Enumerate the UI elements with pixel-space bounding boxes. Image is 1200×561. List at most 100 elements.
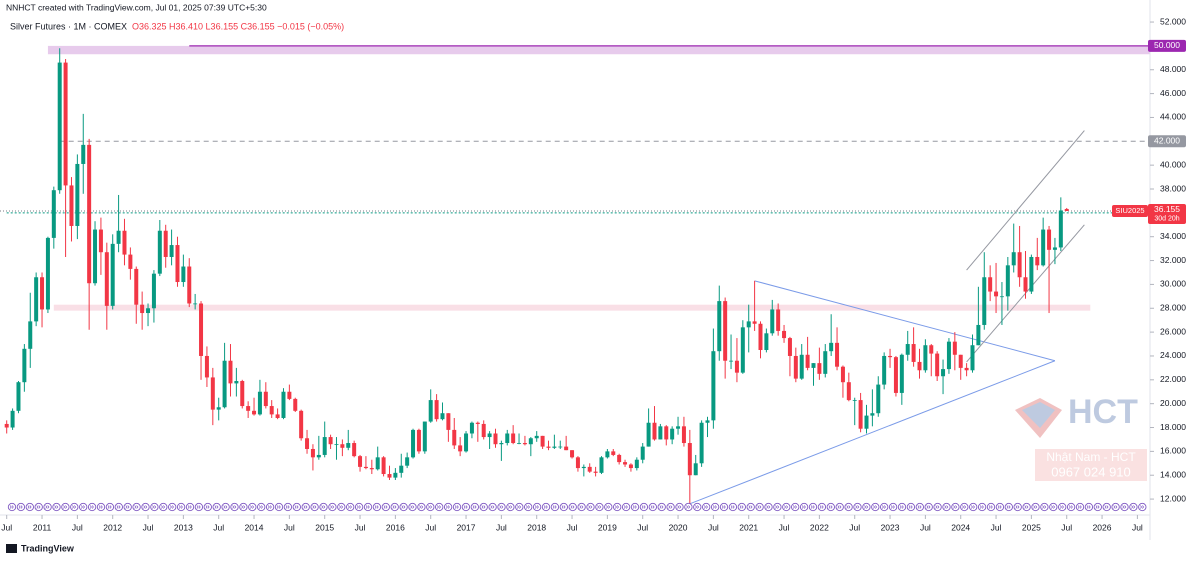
event-icon-glyph [463, 505, 468, 509]
event-icon [684, 502, 693, 512]
event-icon [212, 502, 221, 512]
event-icon [443, 502, 453, 512]
event-icon [203, 502, 212, 512]
event-icon [319, 502, 328, 512]
event-icon-glyph [517, 505, 522, 509]
y-tick-label: 28.000 [1160, 303, 1186, 313]
event-icon [799, 502, 809, 512]
x-tick-label: 2015 [315, 522, 334, 532]
event-icon [693, 502, 702, 512]
candle-body [764, 333, 769, 351]
event-icon-glyph [392, 505, 397, 509]
credit: NNHCT created with TradingView.com, Jul … [6, 2, 267, 12]
candle-body [787, 338, 792, 356]
candle-body [1041, 229, 1046, 266]
event-icon [613, 502, 622, 512]
event-icon-glyph [178, 505, 183, 509]
event-icon-glyph [570, 505, 575, 509]
candle-body [51, 190, 56, 238]
candle-body [252, 410, 257, 415]
event-icon-glyph [953, 505, 958, 509]
price-label-box [1148, 204, 1186, 225]
x-tick-label: Jul [1061, 522, 1072, 532]
candle-body [840, 366, 845, 383]
candle-body [34, 277, 39, 322]
candle-body [263, 391, 268, 407]
event-icon-glyph [926, 505, 931, 509]
candle-body [876, 384, 881, 414]
candle-body [823, 351, 828, 374]
candle-body [805, 354, 810, 368]
event-icon [1066, 502, 1076, 512]
event-icon-glyph [650, 505, 655, 509]
event-icon [417, 502, 426, 512]
event-icon [515, 502, 524, 512]
candle-body [40, 277, 45, 310]
candle-body [316, 454, 321, 458]
candle-body [517, 443, 522, 444]
candle-body [640, 446, 645, 460]
event-icon [639, 502, 649, 512]
event-icon-glyph [970, 505, 975, 509]
price-symbol-box [1112, 205, 1148, 218]
candle-body [369, 468, 374, 470]
event-icon [7, 502, 17, 512]
event-icon [132, 502, 141, 512]
event-icon-glyph [623, 505, 628, 509]
candle-body [175, 245, 180, 283]
price-label: 36.155 [1154, 204, 1180, 214]
candle-body [711, 351, 716, 421]
candle-body [952, 341, 957, 355]
candle-body [275, 414, 280, 418]
x-tick-label: Jul [849, 522, 860, 532]
event-icon-glyph [9, 505, 14, 509]
event-icon [87, 502, 97, 512]
event-icon-glyph [632, 505, 637, 509]
event-icon-glyph [72, 505, 77, 509]
candle-body [381, 457, 386, 475]
candle-body [941, 369, 946, 377]
event-icon [986, 502, 996, 512]
event-icon-glyph [837, 505, 842, 509]
event-icon-glyph [864, 505, 869, 509]
candle-body [1029, 256, 1034, 292]
event-icon-glyph [18, 505, 23, 509]
event-icon [1004, 502, 1013, 512]
candle-body [864, 415, 869, 429]
event-icon-glyph [525, 505, 530, 509]
event-icon [933, 502, 942, 512]
candle-body [1047, 229, 1052, 250]
candle-body [917, 361, 922, 371]
event-icon-glyph [276, 505, 281, 509]
candle-body [852, 400, 857, 401]
event-icon [621, 502, 631, 512]
x-tick-label: Jul [567, 522, 578, 532]
x-tick-label: 2016 [386, 522, 405, 532]
candle-body [352, 443, 357, 457]
event-icon-glyph [472, 505, 477, 509]
candle-body [193, 303, 198, 305]
event-icon [1102, 502, 1111, 512]
event-icon-glyph [27, 505, 32, 509]
y-tick-label: 14.000 [1160, 469, 1186, 479]
level-label-box [1148, 135, 1186, 148]
event-icon [1031, 502, 1040, 512]
level-label-box [1148, 39, 1186, 52]
event-icon [257, 502, 266, 512]
event-icon-glyph [552, 505, 557, 509]
candle-body [57, 62, 62, 191]
event-icon-glyph [80, 505, 85, 509]
event-icon [1138, 502, 1147, 512]
candle-body [581, 466, 586, 469]
event-icon [595, 502, 604, 512]
event-icon [737, 502, 746, 512]
candle-body [734, 360, 739, 373]
event-icon [34, 502, 43, 512]
event-icon-glyph [303, 505, 308, 509]
event-icon [675, 502, 684, 512]
candle-body [746, 321, 751, 328]
event-icon-glyph [419, 505, 424, 509]
event-icon [274, 502, 284, 512]
candle-body [552, 446, 557, 448]
candle-body [287, 391, 292, 399]
